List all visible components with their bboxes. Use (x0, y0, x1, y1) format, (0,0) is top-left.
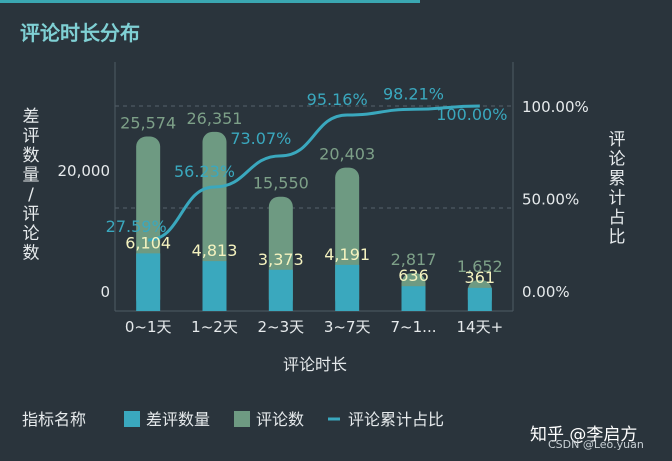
bars (136, 131, 492, 311)
legend-swatch-review-count (234, 411, 250, 427)
zhihu-watermark: 知乎 @李启方 (530, 425, 638, 445)
label-bad-review: 3,373 (258, 250, 304, 269)
bar-bad-review (136, 253, 161, 311)
right-tick-label: 0.00% (522, 283, 570, 301)
y-axis-title: 差评数量/评论数 (23, 107, 40, 264)
label-review-count: 15,550 (253, 174, 309, 193)
x-tick-label: 0~1天 (125, 318, 172, 336)
cumulative-line (148, 104, 480, 242)
x-tick-label: 3~7天 (324, 318, 371, 336)
label-bad-review: 6,104 (125, 233, 171, 252)
left-tick-label: 0 (100, 283, 110, 301)
x-axis-title: 评论时长 (283, 355, 347, 374)
label-review-count: 25,574 (120, 114, 176, 133)
bar-bad-review (467, 287, 492, 311)
bar-bad-review (335, 264, 360, 311)
label-review-count: 26,351 (187, 109, 243, 128)
bar-bad-review (268, 269, 293, 311)
label-review-count: 2,817 (391, 250, 437, 269)
label-bad-review: 4,191 (324, 245, 370, 264)
legend-title: 指标名称 (22, 410, 86, 429)
label-cumulative: 100.00% (436, 105, 507, 124)
legend: 指标名称 差评数量 评论数 评论累计占比 (22, 410, 444, 429)
label-cumulative: 73.07% (230, 129, 291, 148)
top-accent-line (0, 0, 420, 3)
right-tick-label: 50.00% (522, 191, 579, 209)
y2-axis-title: 评论累计占比 (609, 130, 626, 248)
data-labels: 25,574 6,104 26,351 4,813 15,550 3,373 20,403 4… (106, 84, 508, 287)
bar-bad-review (401, 286, 426, 311)
legend-label-bad-review: 差评数量 (146, 410, 210, 429)
label-cumulative: 56.23% (174, 162, 235, 181)
x-tick-label: 2~3天 (258, 318, 305, 336)
left-tick-label: 20,000 (58, 162, 111, 180)
label-cumulative: 95.16% (307, 90, 368, 109)
label-cumulative: 98.21% (383, 84, 444, 103)
chart-title: 评论时长分布 (20, 21, 140, 45)
grid-lines (115, 105, 513, 209)
legend-label-review-count: 评论数 (256, 410, 304, 429)
x-tick-label: 7~1... (391, 318, 437, 336)
label-bad-review: 361 (465, 268, 496, 287)
x-tick-label: 14天+ (457, 318, 504, 336)
x-tick-label: 1~2天 (191, 318, 238, 336)
label-review-count: 1,652 (457, 257, 503, 276)
axes: 0 20,000 0.00% 50.00% 100.00% 0~1天 1~2天 2~3天 3~7… (23, 62, 626, 374)
legend-label-cumulative: 评论累计占比 (348, 410, 444, 429)
legend-swatch-bad-review (124, 411, 140, 427)
label-cumulative: 27.59% (106, 217, 167, 236)
label-bad-review: 4,813 (192, 241, 238, 260)
right-tick-label: 100.00% (522, 98, 589, 116)
csdn-watermark: CSDN @Leo.yuan (548, 438, 644, 451)
label-bad-review: 636 (398, 266, 429, 285)
cumulative-line-path (148, 104, 480, 242)
bar-bad-review (202, 261, 227, 311)
label-review-count: 20,403 (319, 145, 375, 164)
